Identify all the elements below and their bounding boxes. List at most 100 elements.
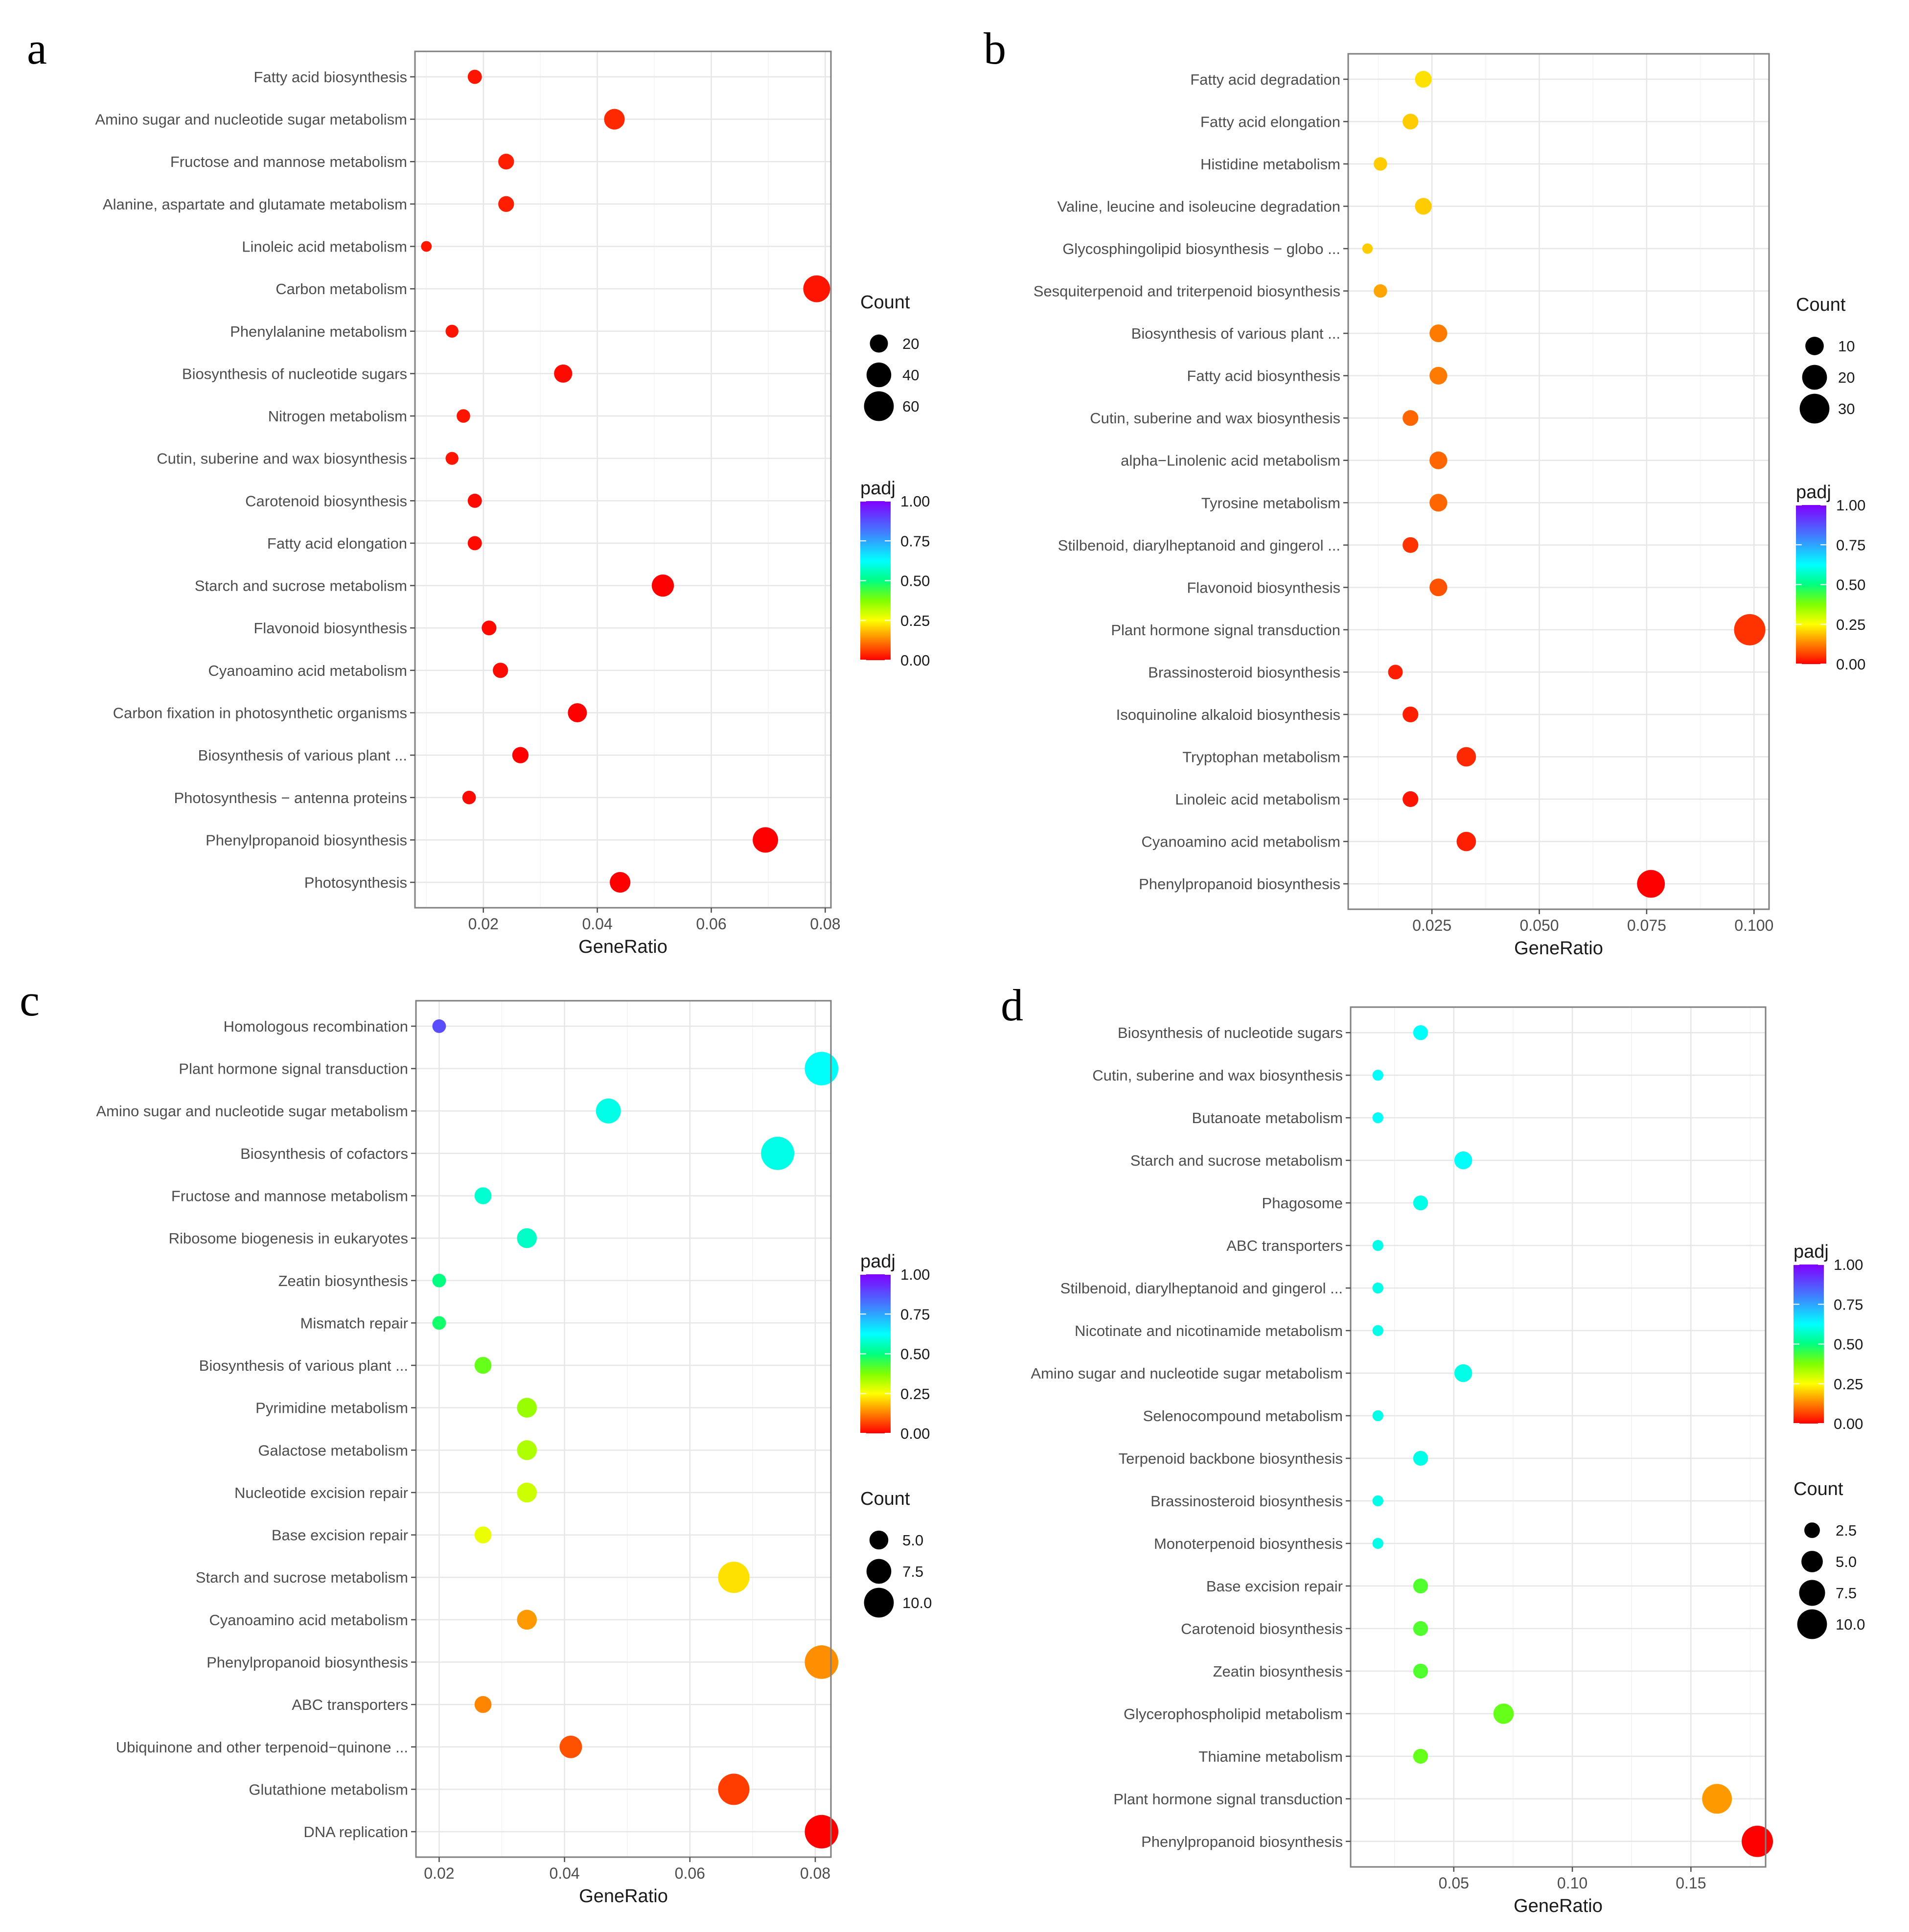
category-label: Fructose and mannose metabolism: [170, 153, 407, 170]
size-legend-label: 5.0: [1836, 1553, 1857, 1570]
data-point[interactable]: [512, 747, 529, 763]
data-point[interactable]: [482, 621, 497, 636]
data-point[interactable]: [493, 663, 508, 678]
data-point[interactable]: [1493, 1703, 1514, 1724]
data-point[interactable]: [1413, 1748, 1428, 1764]
data-point[interactable]: [1372, 1538, 1383, 1549]
data-point[interactable]: [517, 1398, 537, 1418]
data-point[interactable]: [1429, 578, 1448, 597]
data-point[interactable]: [474, 1526, 492, 1543]
data-point[interactable]: [1702, 1784, 1732, 1814]
data-point[interactable]: [761, 1136, 795, 1170]
data-point[interactable]: [1372, 1495, 1383, 1507]
data-point[interactable]: [498, 196, 514, 212]
data-point[interactable]: [1413, 1450, 1428, 1466]
data-point[interactable]: [1388, 665, 1403, 680]
data-point[interactable]: [1374, 157, 1387, 171]
data-point[interactable]: [1372, 1282, 1383, 1294]
data-point[interactable]: [467, 493, 482, 508]
data-point[interactable]: [1415, 198, 1432, 215]
data-point[interactable]: [803, 275, 830, 302]
data-point[interactable]: [445, 452, 459, 465]
data-point[interactable]: [718, 1773, 750, 1805]
data-point[interactable]: [432, 1273, 446, 1288]
x-tick-label: 0.02: [424, 1864, 454, 1882]
data-point[interactable]: [753, 827, 779, 853]
category-label: Flavonoid biosynthesis: [1187, 579, 1340, 596]
category-label: Fatty acid elongation: [1200, 113, 1340, 130]
data-point[interactable]: [805, 1815, 839, 1849]
data-point[interactable]: [1637, 870, 1665, 898]
data-point[interactable]: [1403, 706, 1419, 723]
data-point[interactable]: [517, 1228, 537, 1248]
data-point[interactable]: [1429, 494, 1448, 512]
data-point[interactable]: [445, 324, 459, 338]
data-point[interactable]: [1734, 614, 1766, 645]
data-point[interactable]: [1454, 1151, 1472, 1170]
category-label: Carbon fixation in photosynthetic organi…: [113, 704, 407, 721]
data-point[interactable]: [421, 241, 432, 252]
data-point[interactable]: [1429, 324, 1448, 343]
grid: [1351, 1007, 1766, 1867]
category-label: Valine, leucine and isoleucine degradati…: [1057, 198, 1340, 215]
data-point[interactable]: [1456, 747, 1476, 767]
size-legend: Count 5.0 7.5 10.0: [860, 1489, 932, 1618]
color-legend-label: 1.00: [1834, 1256, 1863, 1273]
data-point[interactable]: [1372, 1410, 1383, 1422]
data-point[interactable]: [1429, 451, 1448, 469]
data-point[interactable]: [805, 1645, 839, 1679]
data-point[interactable]: [1403, 114, 1419, 130]
data-point[interactable]: [498, 154, 514, 170]
data-point[interactable]: [1415, 70, 1432, 88]
size-legend-label: 20: [902, 335, 919, 352]
category-label: Base excision repair: [272, 1527, 408, 1544]
data-point[interactable]: [596, 1098, 621, 1124]
data-point[interactable]: [1742, 1825, 1773, 1857]
data-point[interactable]: [467, 69, 482, 84]
color-legend-label: 0.00: [900, 652, 930, 669]
data-point[interactable]: [1413, 1578, 1428, 1594]
panel-label-a: a: [27, 23, 47, 73]
data-point[interactable]: [1403, 537, 1419, 553]
data-point[interactable]: [1413, 1195, 1428, 1211]
data-point[interactable]: [432, 1019, 446, 1033]
data-point[interactable]: [1403, 791, 1419, 807]
data-point[interactable]: [568, 703, 587, 722]
data-point[interactable]: [517, 1610, 537, 1630]
data-point[interactable]: [1454, 1364, 1472, 1382]
data-point[interactable]: [462, 790, 476, 805]
data-point[interactable]: [559, 1735, 582, 1758]
category-label: Monoterpenoid biosynthesis: [1154, 1535, 1343, 1552]
data-point[interactable]: [1403, 410, 1419, 426]
data-point[interactable]: [1413, 1025, 1428, 1040]
data-point[interactable]: [474, 1187, 492, 1204]
data-point[interactable]: [457, 409, 470, 423]
data-point[interactable]: [1362, 243, 1373, 254]
data-point[interactable]: [1372, 1112, 1383, 1124]
data-point[interactable]: [1372, 1240, 1383, 1251]
data-point[interactable]: [467, 536, 482, 551]
data-point[interactable]: [432, 1316, 446, 1330]
data-point[interactable]: [517, 1482, 537, 1503]
data-point[interactable]: [1413, 1663, 1428, 1679]
data-point[interactable]: [1429, 367, 1448, 385]
data-point[interactable]: [554, 364, 573, 383]
data-point[interactable]: [517, 1440, 537, 1460]
data-point[interactable]: [805, 1052, 839, 1085]
panel-label-b: b: [984, 23, 1006, 73]
data-point[interactable]: [604, 109, 625, 130]
data-point[interactable]: [474, 1357, 492, 1374]
data-point[interactable]: [610, 872, 631, 893]
data-point[interactable]: [474, 1696, 492, 1713]
data-point[interactable]: [1374, 284, 1387, 298]
x-tick-label: 0.04: [549, 1864, 579, 1882]
data-point[interactable]: [651, 574, 674, 597]
category-label: Cyanoamino acid metabolism: [208, 662, 407, 679]
size-legend-key: [1801, 1551, 1823, 1572]
data-point[interactable]: [1456, 831, 1476, 851]
data-point[interactable]: [1372, 1325, 1383, 1336]
data-point[interactable]: [1413, 1621, 1428, 1636]
data-point[interactable]: [718, 1562, 750, 1593]
data-point[interactable]: [1372, 1069, 1383, 1081]
